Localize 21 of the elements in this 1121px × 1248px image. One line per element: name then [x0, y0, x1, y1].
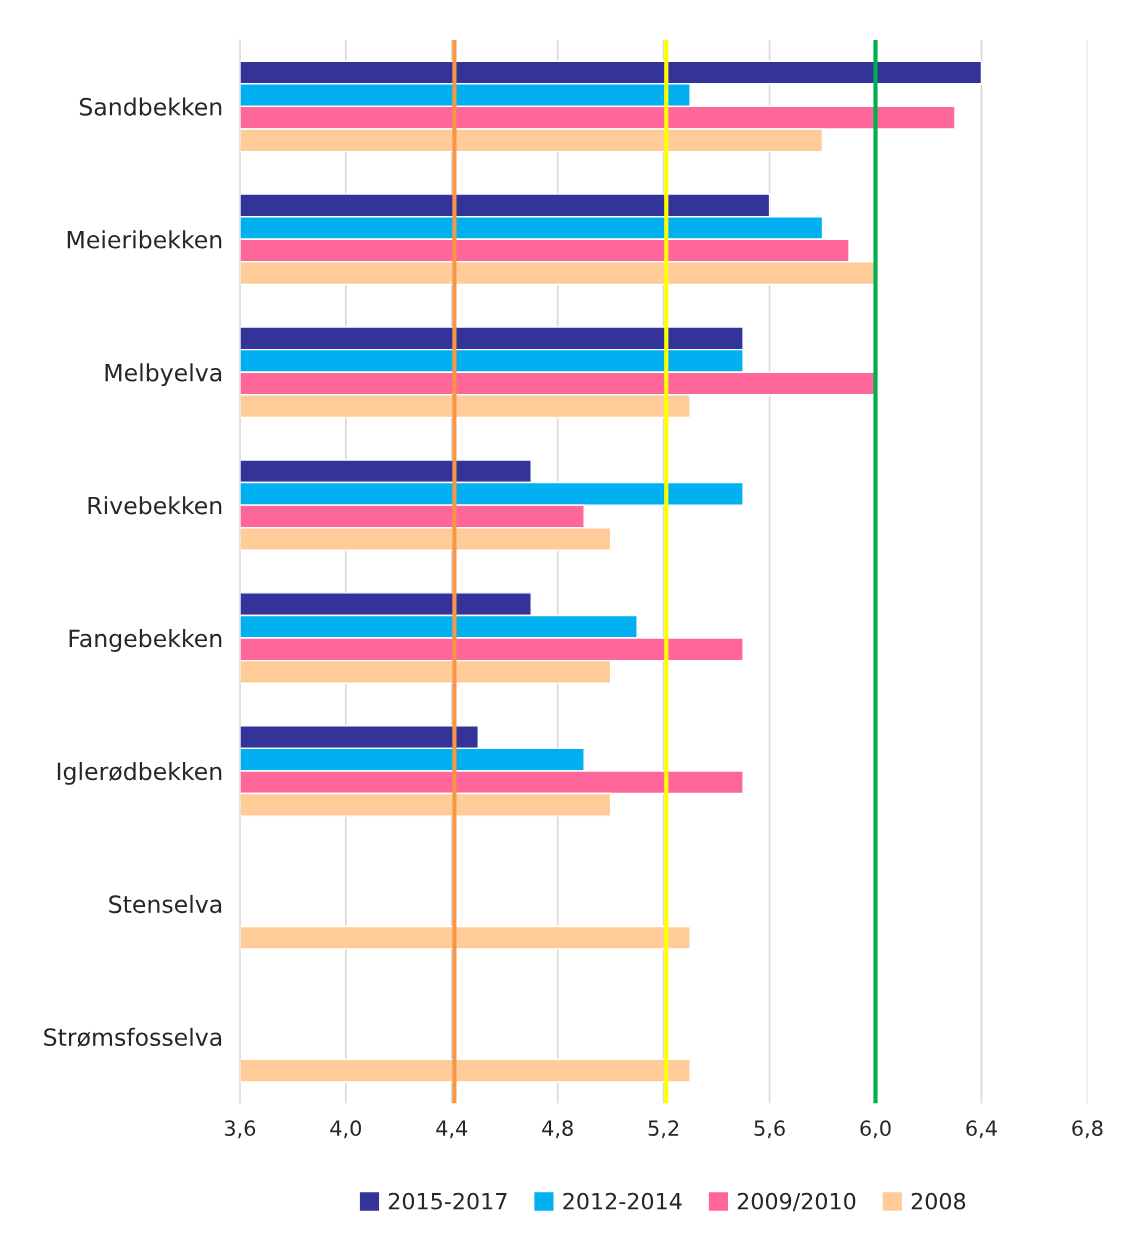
x-tick-label: 4,4: [436, 1120, 468, 1139]
legend-label: 2012-2014: [563, 1192, 682, 1210]
x-tick-label: 5,6: [754, 1120, 785, 1139]
y-tick-label: Sandbekken: [79, 97, 222, 116]
x-tick-label: 6,4: [966, 1120, 997, 1139]
y-tick-label: Meieribekken: [67, 230, 222, 249]
y-tick-label: Rivebekken: [88, 496, 222, 515]
x-tick-label: 5,2: [648, 1120, 679, 1139]
x-tick-label: 6,8: [1072, 1120, 1103, 1139]
legend-label: 2015-2017: [388, 1192, 507, 1210]
legend-label: 2008: [911, 1192, 966, 1210]
y-tick-label: Strømsfosselva: [44, 1027, 222, 1047]
y-tick-label: Melbyelva: [105, 363, 222, 387]
x-tick-label: 3,6: [224, 1120, 256, 1139]
x-tick-label: 4,0: [330, 1120, 362, 1139]
y-tick-label: Iglerødbekken: [57, 761, 222, 785]
legend-label: 2009/2010: [737, 1192, 856, 1212]
y-tick-label: Stenselva: [109, 894, 222, 914]
x-tick-label: 4,8: [542, 1120, 573, 1139]
x-tick-label: 6,0: [860, 1120, 891, 1139]
y-tick-label: Fangebekken: [69, 629, 222, 652]
